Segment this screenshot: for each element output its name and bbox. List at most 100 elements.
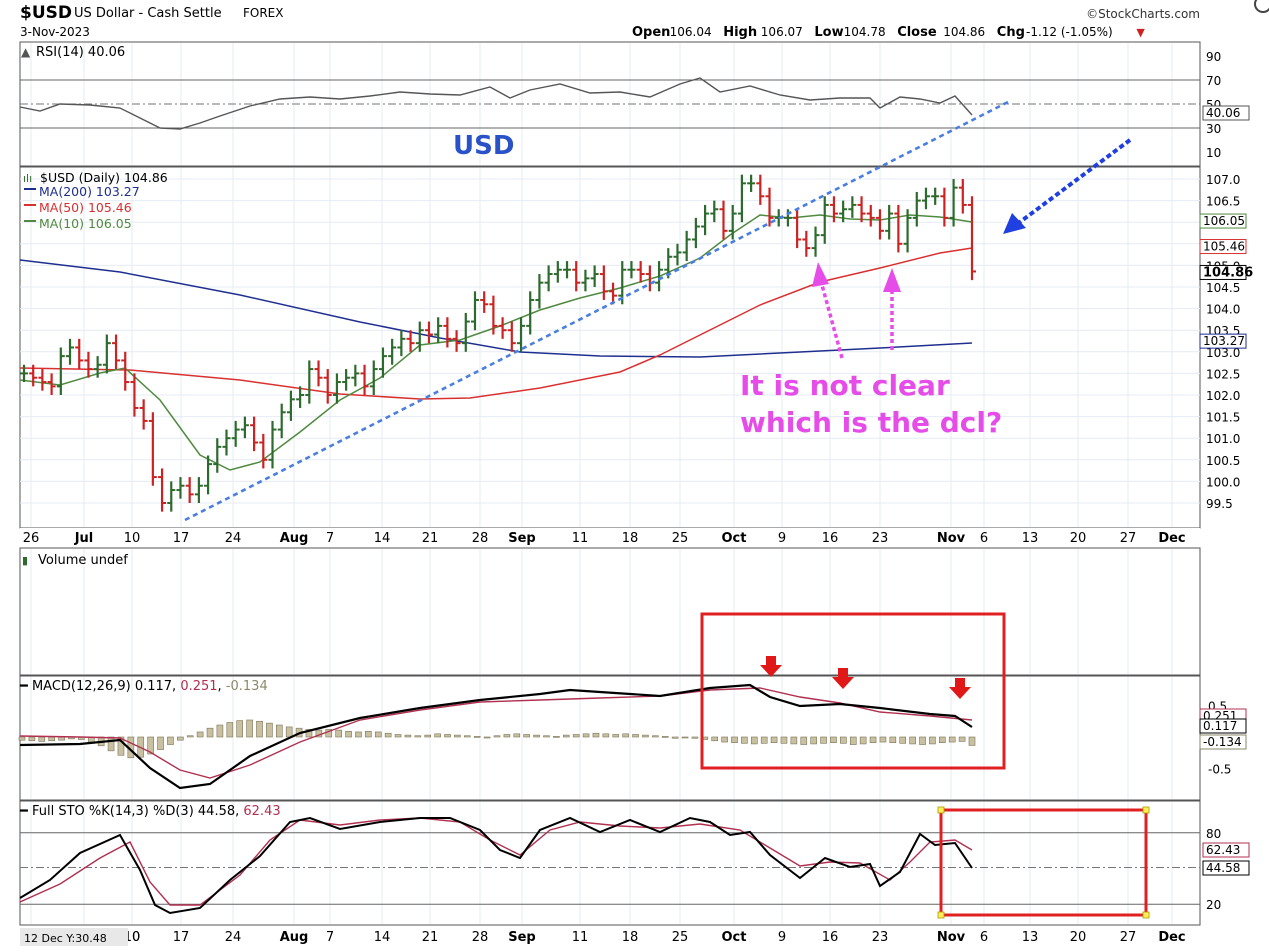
price-bar <box>222 429 231 456</box>
volume-legend-icon: ▮ <box>22 554 28 567</box>
macd-legend-sep: , <box>218 679 226 694</box>
macd-histogram-bar <box>958 736 966 742</box>
sto-legend-main: Full STO %K(14,3) %D(3) 44.58, <box>32 804 243 819</box>
price-bar <box>912 191 921 227</box>
macd-histogram-bar <box>939 736 946 743</box>
price-bar <box>627 261 636 279</box>
macd-panel: 0.5-0.5 <box>18 683 1231 790</box>
price-bar <box>691 217 700 249</box>
trendline <box>184 100 1009 522</box>
rsi-value-label-box <box>1202 105 1250 121</box>
macd-histogram-bar <box>760 736 768 744</box>
red-down-arrow-icon <box>832 668 854 689</box>
x-tick-label: 21 <box>422 930 439 945</box>
macd-histogram-bar <box>553 736 560 738</box>
price-legend-item: MA(200) 103.27 <box>39 184 140 199</box>
x-tick-label: Dec <box>1158 531 1185 546</box>
price-bar <box>783 209 792 227</box>
sto-tick: 80 <box>1206 827 1221 841</box>
price-tick: 100.0 <box>1206 475 1240 489</box>
macd-histogram-bar <box>899 736 907 744</box>
price-bar <box>793 209 802 249</box>
price-legend-icon: ılı <box>23 172 32 185</box>
macd-histogram-bar <box>404 734 412 738</box>
price-legend-item: MA(50) 105.46 <box>39 200 132 215</box>
price-tick: 107.0 <box>1206 173 1240 187</box>
price-bar <box>20 364 28 383</box>
macd-histogram-bar <box>879 736 887 743</box>
price-tick: 104.0 <box>1206 303 1240 317</box>
price-bar <box>682 230 691 262</box>
price-bar <box>397 330 406 357</box>
panel-frame-macd <box>19 675 1201 801</box>
macd-histogram-bar <box>424 734 432 738</box>
price-bar <box>66 338 75 365</box>
blue-arrowhead <box>1003 213 1026 234</box>
macd-legend-hist: -0.134 <box>226 679 268 694</box>
price-tick: 101.0 <box>1206 432 1240 446</box>
price-bar <box>47 373 56 395</box>
price-bar <box>470 291 479 331</box>
price-value-label: 105.46 <box>1203 240 1245 254</box>
price-value-label-box <box>1199 239 1247 255</box>
chg-down-icon: ▼ <box>1136 26 1145 39</box>
x-tick-label: 11 <box>572 930 589 945</box>
macd-histogram-bar <box>543 735 550 738</box>
volume-legend: Volume undef <box>38 553 128 568</box>
price-bar <box>286 390 295 421</box>
price-bar <box>443 317 452 348</box>
price-bar <box>213 438 222 473</box>
price-bar <box>968 196 976 281</box>
price-bar <box>701 204 710 236</box>
x-tick-label: Sep <box>508 930 536 945</box>
price-bar <box>563 261 572 279</box>
price-bar <box>517 317 526 352</box>
annotation-text-line1: It is not clear <box>740 369 950 402</box>
annotation-text-line2: which is the dcl? <box>740 406 1002 439</box>
exchange-label: FOREX <box>243 6 284 20</box>
x-tick-label: Sep <box>508 531 536 546</box>
macd-histogram-bar <box>869 736 877 743</box>
x-tick-label: Oct <box>722 930 747 945</box>
price-bar <box>121 351 130 391</box>
x-tick-label: Aug <box>280 930 309 945</box>
sto-x-axis: Jul101724Aug7142128Sep111825Oct91623Nov6… <box>20 927 1200 946</box>
price-legend-item: MA(10) 106.05 <box>39 216 132 231</box>
macd-histogram-bar <box>117 736 125 756</box>
price-bar <box>489 295 498 335</box>
price-x-axis: 26 Jul 10 17 24 Aug 7 14 21 28 Sep 11 18 25 Oct 9 16 23 No… <box>20 528 1200 547</box>
volume-panel: ▮ Volume undef <box>22 553 128 568</box>
price-tick: 106.5 <box>1206 195 1240 209</box>
macd-legend-dash: ━ <box>19 679 32 694</box>
ohlc-value: 104.78 <box>844 25 886 39</box>
macd-histogram-bar <box>335 729 342 738</box>
x-tick-label: 9 <box>778 531 786 546</box>
panel-frames <box>19 41 1201 926</box>
macd-histogram-bar <box>652 735 659 738</box>
rsi-tick: 10 <box>1206 146 1221 160</box>
macd-histogram-bar <box>226 722 234 738</box>
price-bar <box>332 373 341 404</box>
macd-histogram-bar <box>285 726 293 738</box>
price-bar <box>581 269 590 292</box>
macd-histogram-bar <box>256 720 263 738</box>
ohlc-label: Close <box>897 25 937 40</box>
sto-d-label-box <box>1202 842 1250 858</box>
x-tick-label: 24 <box>225 930 242 945</box>
price-bar <box>526 291 535 335</box>
price-bar <box>268 420 277 469</box>
price-bar <box>848 196 857 218</box>
macd-histogram-bar <box>820 736 827 744</box>
sto-k-label: 44.58 <box>1206 861 1240 875</box>
price-tick: 101.5 <box>1206 411 1240 425</box>
settings-icon[interactable] <box>1254 0 1269 13</box>
panel-frame-vol <box>19 547 1201 676</box>
price-bar <box>240 416 249 439</box>
price-bar <box>747 174 756 192</box>
macd-histogram-bar <box>572 734 580 738</box>
rsi-legend: RSI(14) 40.06 <box>36 45 125 60</box>
macd-histogram-bar <box>711 736 719 742</box>
x-tick-label: 9 <box>778 930 786 945</box>
price-bar <box>296 386 305 408</box>
price-bar <box>903 209 912 253</box>
